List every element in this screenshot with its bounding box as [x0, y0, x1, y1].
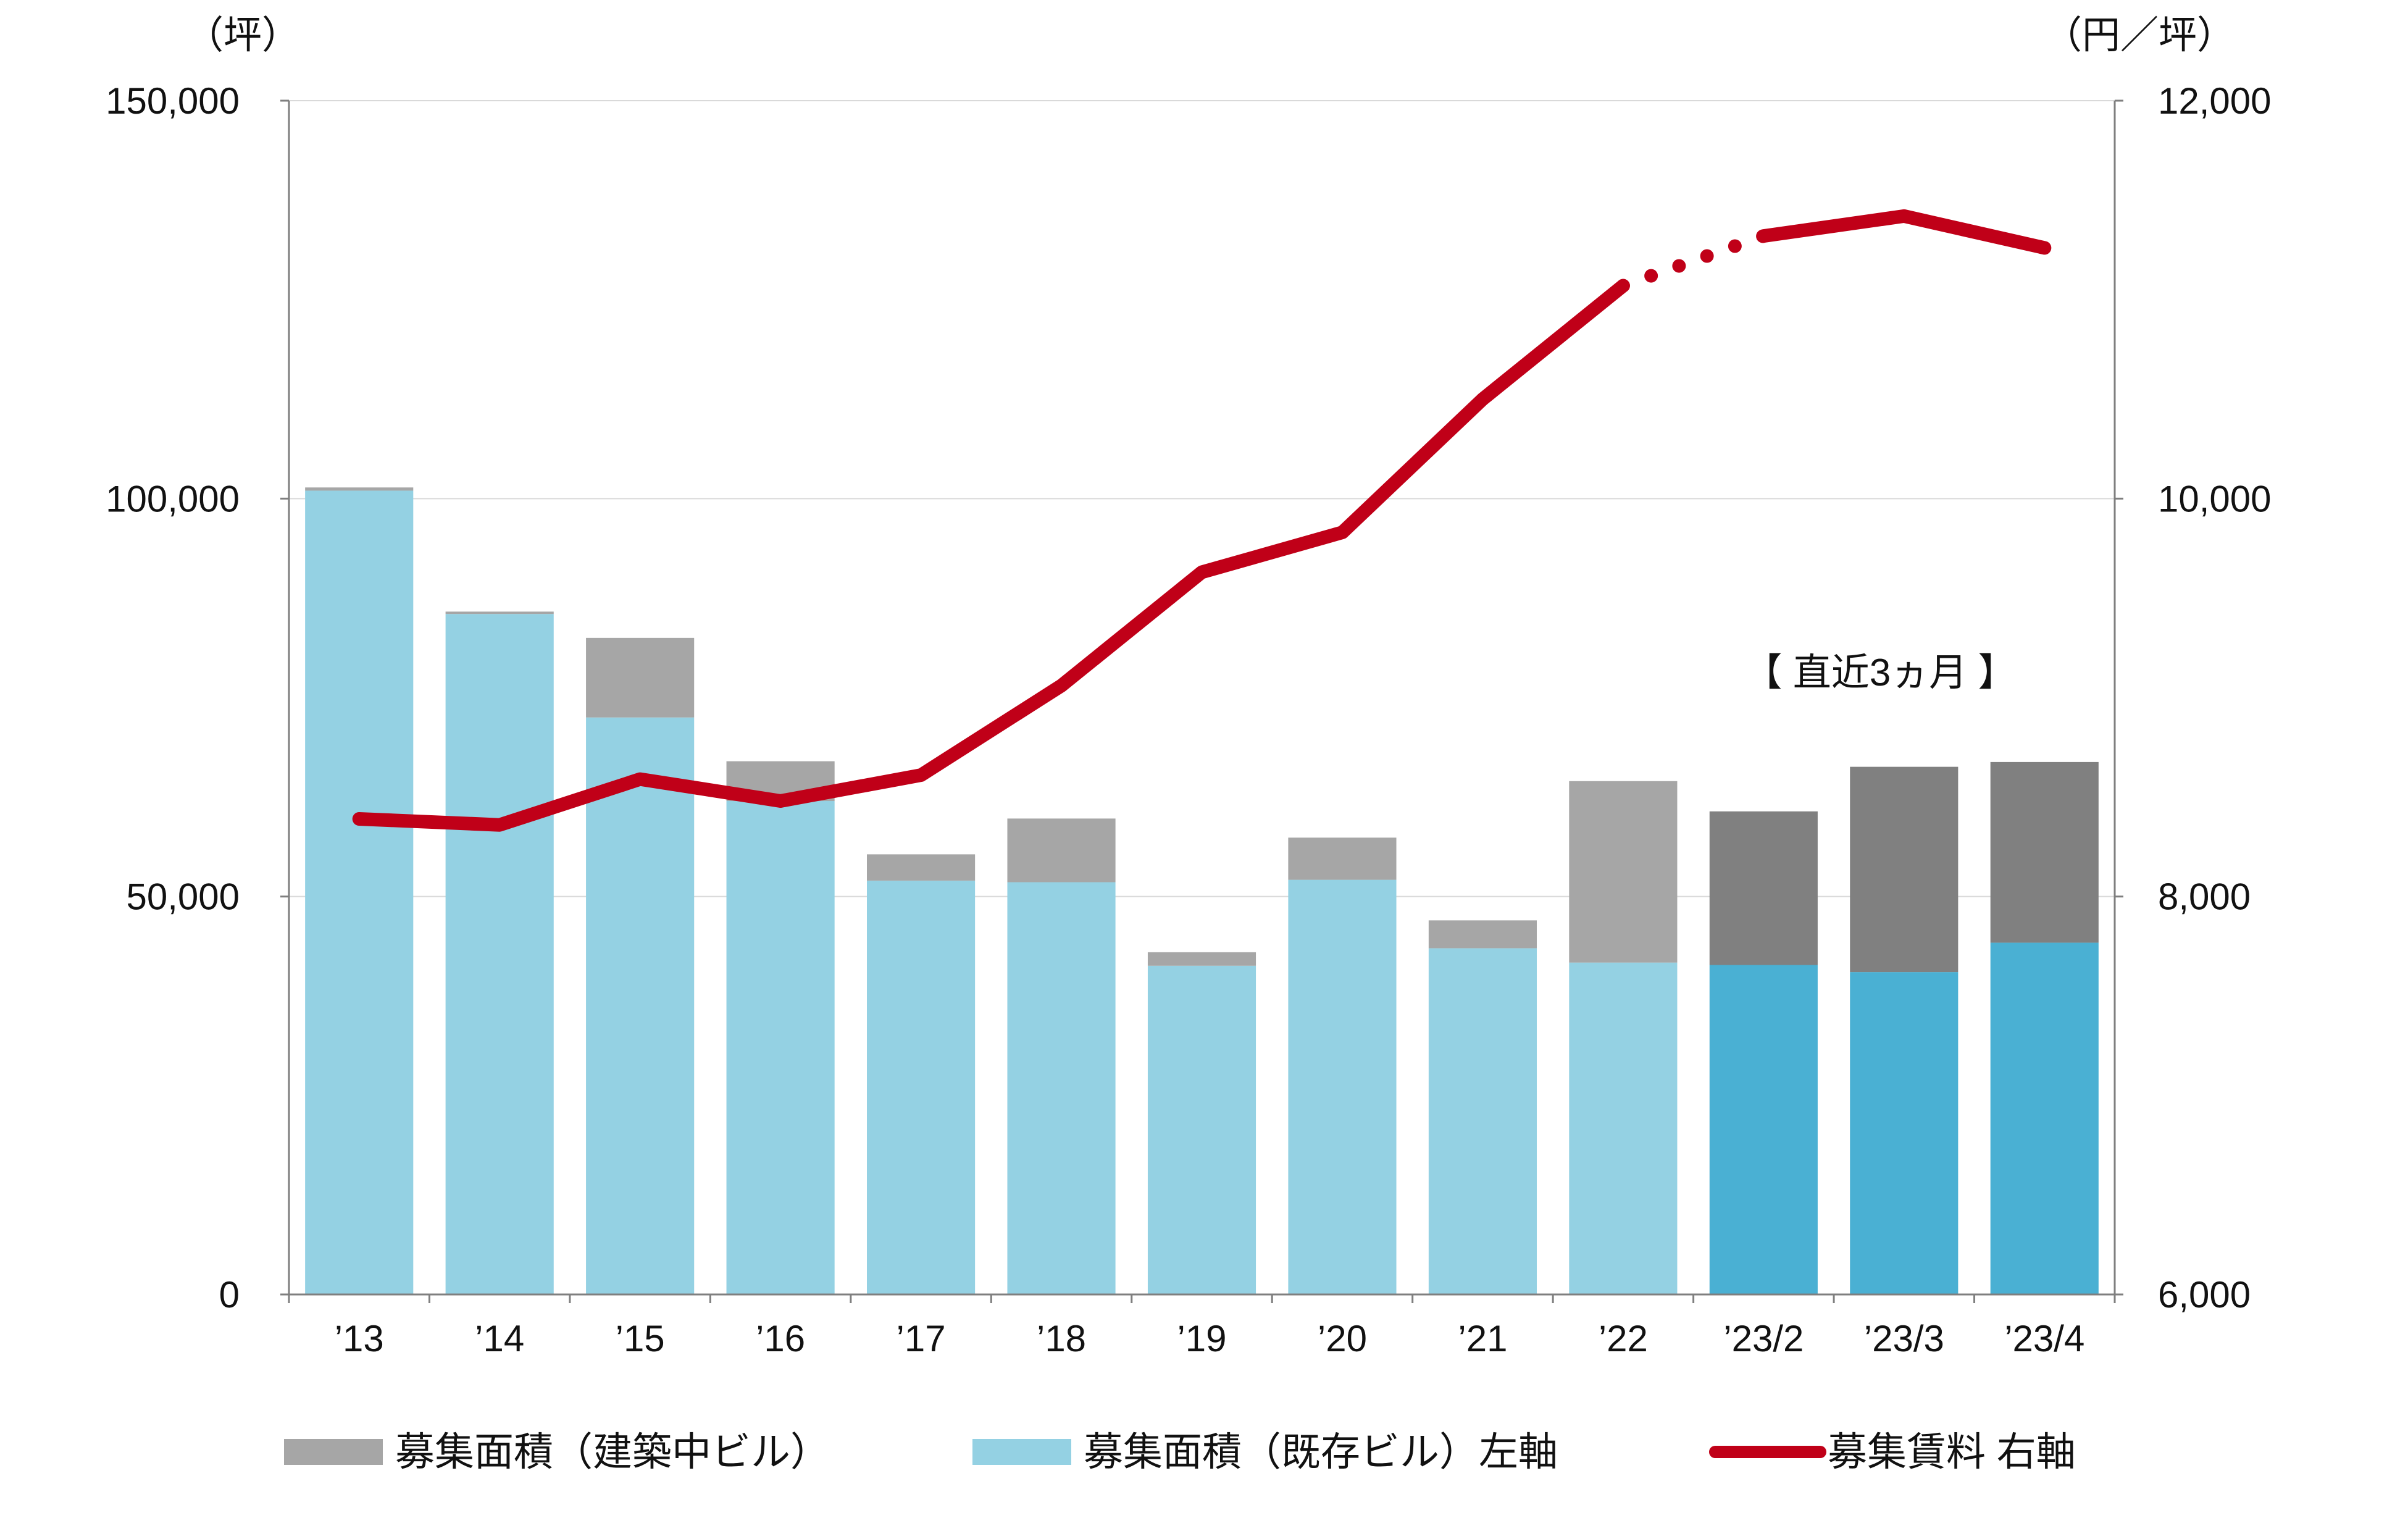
x-tick-label-10: ’23/2	[1723, 1318, 1804, 1359]
bar-existing-2	[586, 717, 695, 1294]
axes	[280, 99, 2123, 1303]
bar-existing-1	[445, 614, 554, 1295]
legend-item-existing: 募集面積（既存ビル）左軸	[972, 1430, 1558, 1474]
bar-existing-11	[1850, 972, 1959, 1294]
x-tick-label-3: ’16	[756, 1318, 805, 1359]
left-tick-label-1: 50,000	[126, 876, 240, 918]
bar-existing-5	[1007, 882, 1116, 1294]
x-tick-label-0: ’13	[335, 1318, 384, 1359]
bar-construction-5	[1007, 818, 1116, 883]
x-tick-label-12: ’23/4	[2004, 1318, 2084, 1359]
bar-construction-0	[305, 487, 414, 491]
bar-construction-8	[1428, 920, 1537, 949]
tick-labels: 0 50,000 100,000 150,000 6,000 8,000 10,000 12,…	[106, 80, 2271, 1359]
left-tick-label-3: 150,000	[106, 80, 240, 122]
rent-line-solid-early	[352, 279, 1630, 832]
bar-existing-10	[1709, 965, 1818, 1294]
legend-label-existing: 募集面積（既存ビル）左軸	[1084, 1430, 1558, 1474]
bar-construction-10	[1709, 811, 1818, 965]
legend-label-construction: 募集面積（建築中ビル）	[395, 1430, 830, 1474]
bar-construction-2	[586, 637, 695, 718]
legend-label-rent: 募集賃料 右軸	[1828, 1430, 2076, 1474]
bar-existing-6	[1147, 965, 1256, 1294]
legend-swatch-existing	[972, 1439, 1071, 1465]
recent-three-months-annotation: 【 直近3ヵ月 】	[1744, 652, 2017, 694]
x-tick-label-2: ’15	[616, 1318, 665, 1359]
bar-construction-4	[867, 854, 976, 881]
right-tick-label-2: 10,000	[2158, 478, 2272, 519]
legend: 募集面積（建築中ビル） 募集面積（既存ビル）左軸 募集賃料 右軸	[284, 1430, 2076, 1474]
right-tick-label-3: 12,000	[2158, 80, 2272, 122]
x-tick-label-8: ’21	[1458, 1318, 1507, 1359]
x-tick-label-6: ’19	[1177, 1318, 1226, 1359]
bar-construction-7	[1288, 837, 1397, 880]
legend-item-construction: 募集面積（建築中ビル）	[284, 1430, 830, 1474]
bar-existing-4	[867, 880, 976, 1294]
x-tick-label-11: ’23/3	[1864, 1318, 1944, 1359]
rent-line	[352, 209, 2052, 832]
right-axis-unit-label: （円／坪）	[2044, 14, 2235, 57]
x-tick-label-9: ’22	[1599, 1318, 1648, 1359]
bar-existing-3	[726, 801, 835, 1294]
left-tick-label-2: 100,000	[106, 478, 240, 519]
bar-construction-9	[1569, 781, 1678, 963]
x-tick-label-4: ’17	[897, 1318, 946, 1359]
x-tick-label-5: ’18	[1037, 1318, 1086, 1359]
bar-existing-0	[305, 490, 414, 1294]
bar-existing-7	[1288, 879, 1397, 1294]
rent-line-solid-recent	[1757, 209, 2052, 255]
rent-line-dotted-segment	[1616, 229, 1771, 293]
bar-construction-11	[1850, 766, 1959, 973]
bar-construction-12	[1990, 761, 2099, 943]
bar-existing-9	[1569, 962, 1678, 1294]
bars	[305, 487, 2099, 1295]
left-tick-label-0: 0	[219, 1274, 240, 1315]
bar-existing-12	[1990, 942, 2099, 1294]
x-tick-label-1: ’14	[475, 1318, 524, 1359]
legend-item-rent: 募集賃料 右軸	[1709, 1430, 2076, 1474]
bar-construction-1	[445, 611, 554, 614]
bar-existing-8	[1428, 948, 1537, 1294]
bar-construction-6	[1147, 952, 1256, 966]
x-tick-label-7: ’20	[1318, 1318, 1367, 1359]
left-axis-unit-label: （坪）	[185, 14, 300, 57]
right-tick-label-1: 8,000	[2158, 876, 2251, 918]
legend-swatch-construction	[284, 1439, 383, 1465]
right-tick-label-0: 6,000	[2158, 1274, 2251, 1315]
